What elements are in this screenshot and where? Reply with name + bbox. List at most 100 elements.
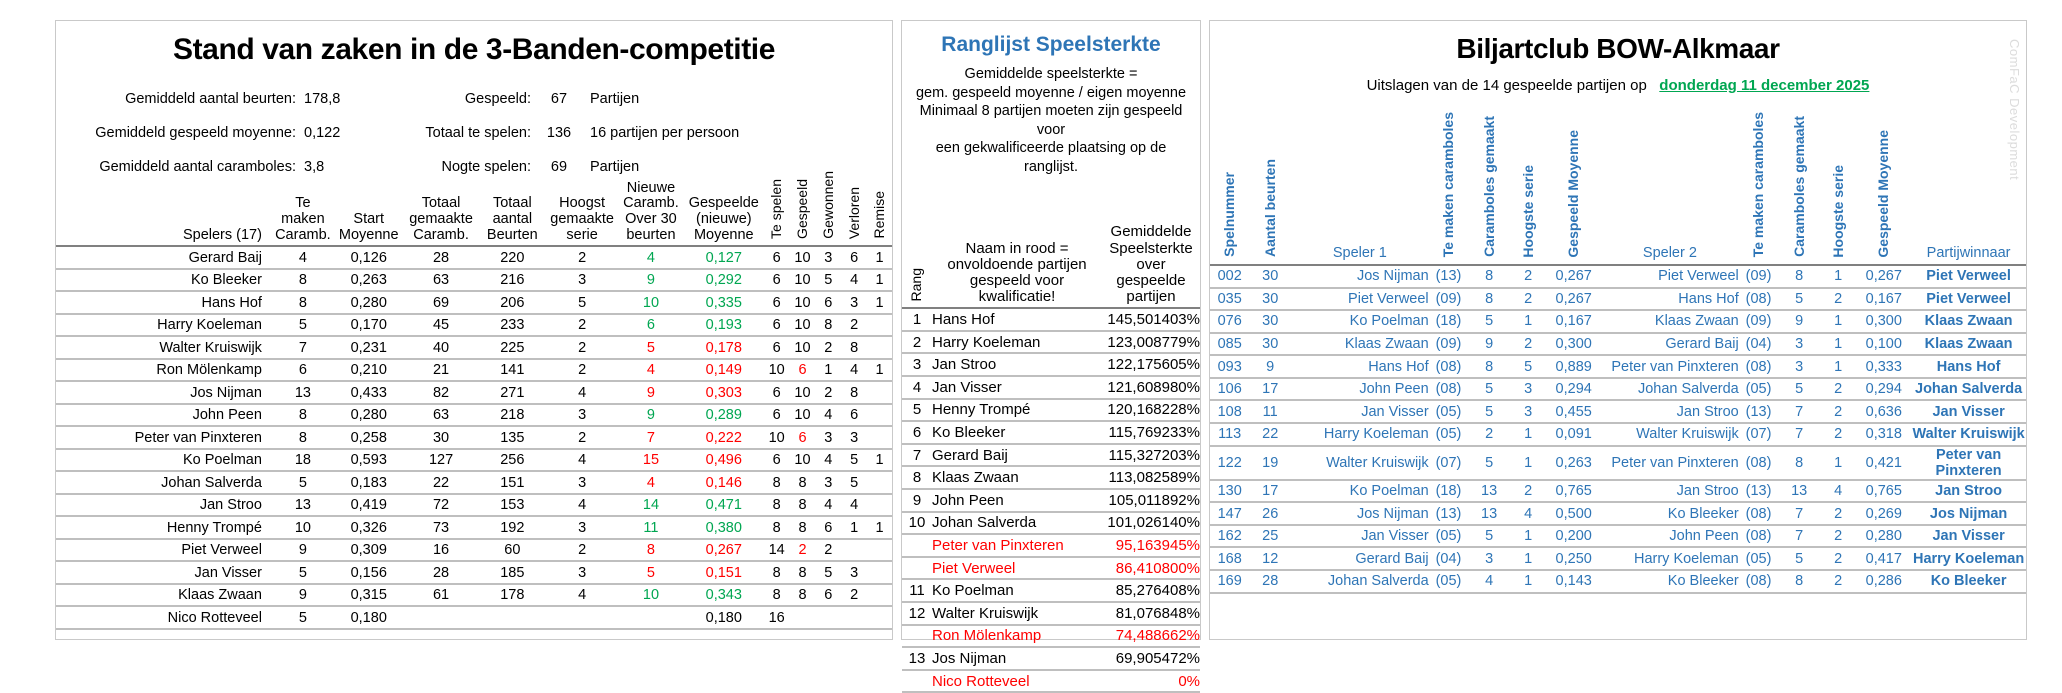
cell-gewonnen (815, 606, 842, 630)
cell-te-spelen: 6 (763, 313, 790, 338)
col-header-caramboles-gemaakt-2: Caramboles gemaakt (1778, 112, 1820, 266)
cell-te-spelen: 6 (763, 291, 790, 315)
cell-moyenne-1: 0,300 (1546, 332, 1602, 357)
col-header-rang: Rang (902, 216, 932, 310)
col-header-te-maken: Te maken Caramb. (271, 171, 334, 248)
cell-aantal-beurten: 30 (1249, 287, 1292, 312)
ranking-header-row: Rang Naam in rood = onvoldoende partijen… (902, 216, 1200, 310)
cell-speler1: John Peen (1291, 377, 1429, 402)
cell-gewonnen: 5 (815, 561, 842, 585)
stat-unit-nog-te-spelen: Partijen (590, 159, 640, 175)
cell-nieuwe-caramboles: 11 (618, 516, 684, 540)
cell-remise: 1 (867, 246, 892, 270)
table-row: 7 Gerard Baij 115,327203% (902, 443, 1200, 468)
cell-te-maken: 9 (271, 538, 334, 563)
cell-rang: 1 (902, 308, 932, 332)
cell-rang (902, 624, 932, 649)
cell-speelsterkte: 122,175605% (1102, 353, 1200, 378)
cell-ranking-player: Ko Bleeker (932, 421, 1102, 445)
cell-gewonnen: 4 (815, 493, 842, 518)
results-date-link[interactable]: donderdag 11 december 2025 (1659, 77, 1870, 94)
cell-ranking-player: Piet Verweel (932, 556, 1102, 581)
cell-hoogste-serie-1: 2 (1509, 479, 1547, 504)
table-row: Piet Verweel 9 0,309 16 60 2 8 0,267 14 2 2 (56, 538, 892, 563)
stat-value-moyenne: 0,122 (304, 125, 341, 141)
cell-aantal-beurten: 17 (1249, 479, 1292, 504)
cell-te-maken-2: (08) (1738, 570, 1779, 594)
cell-gemaakt-2: 8 (1778, 445, 1820, 481)
stat-label-moyenne: Gemiddeld gespeeld moyenne: (95, 125, 296, 141)
cell-totaal-caramboles: 127 (403, 448, 479, 473)
cell-ranking-player: Jan Visser (932, 376, 1102, 400)
cell-gespeelde-moyenne: 0,127 (683, 246, 764, 270)
cell-remise (867, 313, 892, 338)
cell-speler1: Hans Hof (1291, 355, 1429, 379)
cell-gemaakt-2: 5 (1778, 377, 1820, 402)
cell-te-maken-1: (09) (1428, 287, 1469, 312)
cell-te-maken-1: (05) (1428, 524, 1469, 549)
table-row: Ron Mölenkamp 6 0,210 21 141 2 4 0,149 10 6 1 4 1 (56, 358, 892, 383)
cell-te-spelen: 14 (763, 538, 790, 563)
cell-speler1: Jos Nijman (1291, 264, 1429, 289)
cell-start-moyenne: 0,170 (333, 313, 404, 338)
cell-gemaakt-1: 8 (1468, 355, 1510, 379)
cell-nieuwe-caramboles: 6 (618, 313, 684, 338)
table-row: Gerard Baij 4 0,126 28 220 2 4 0,127 6 10 3 6 1 (56, 246, 892, 270)
cell-totaal-caramboles: 28 (403, 246, 479, 270)
stat-label-nog-te-spelen: Nogte spelen: (441, 159, 531, 175)
cell-gespeelde-moyenne: 0,222 (683, 426, 764, 450)
cell-hoogste-serie (546, 606, 619, 630)
cell-speelsterkte: 81,076848% (1102, 602, 1200, 626)
ranking-title: Ranglijst Speelsterkte (941, 33, 1161, 56)
cell-start-moyenne: 0,258 (333, 426, 404, 450)
cell-partijwinnaar: Jan Stroo (1911, 479, 2026, 504)
cell-hoogste-serie-1: 2 (1509, 332, 1547, 357)
cell-speler1: Johan Salverda (1291, 570, 1429, 594)
cell-te-maken-1: (04) (1428, 547, 1469, 572)
cell-hoogste-serie: 3 (546, 268, 619, 293)
cell-te-maken: 5 (271, 561, 334, 585)
cell-hoogste-serie-2: 1 (1820, 332, 1857, 357)
cell-gemaakt-1: 8 (1468, 264, 1510, 289)
cell-player-name: Peter van Pinxteren (56, 426, 272, 450)
cell-hoogste-serie-1: 1 (1509, 524, 1547, 549)
cell-te-spelen: 6 (763, 268, 790, 293)
cell-gemaakt-1: 9 (1468, 332, 1510, 357)
cell-te-maken: 4 (271, 246, 334, 270)
cell-gemaakt-2: 7 (1778, 502, 1820, 526)
cell-rang: 5 (902, 398, 932, 423)
cell-totaal-beurten (478, 606, 547, 630)
cell-spelnummer: 130 (1210, 479, 1250, 504)
cell-gespeelde-moyenne: 0,292 (683, 268, 764, 293)
cell-gemaakt-2: 5 (1778, 547, 1820, 572)
stat-value-gespeeld: 67 (550, 91, 568, 107)
col-header-remise: Remise (867, 171, 892, 248)
cell-te-spelen: 8 (763, 471, 790, 495)
table-row: 169 28 Johan Salverda (05) 4 1 0,143 Ko Bleeker… (1210, 570, 2026, 594)
cell-totaal-beurten: 218 (478, 403, 547, 428)
cell-te-maken-2: (05) (1738, 377, 1779, 402)
table-row: 002 30 Jos Nijman (13) 8 2 0,267 Piet Verweel (0… (1210, 264, 2026, 289)
cell-aantal-beurten: 9 (1249, 355, 1292, 379)
cell-spelnummer: 093 (1210, 355, 1250, 379)
ranking-panel: Ranglijst Speelsterkte Gemiddelde speels… (901, 20, 1201, 693)
col-header-totaal-gemaakt: Totaal gemaakte Caramb. (403, 171, 479, 248)
stat-label-caramboles: Gemiddeld aantal caramboles: (99, 159, 296, 175)
cell-player-name: Klaas Zwaan (56, 583, 272, 608)
table-row: 8 Klaas Zwaan 113,082589% (902, 466, 1200, 491)
table-row: 6 Ko Bleeker 115,769233% (902, 421, 1200, 445)
cell-hoogste-serie-2: 2 (1820, 524, 1857, 549)
table-row: 9 John Peen 105,011892% (902, 489, 1200, 513)
cell-partijwinnaar: Johan Salverda (1911, 377, 2026, 402)
cell-te-maken-1: (08) (1428, 355, 1469, 379)
cell-hoogste-serie-1: 1 (1509, 310, 1547, 334)
cell-totaal-beurten: 233 (478, 313, 547, 338)
cell-gewonnen: 1 (815, 358, 842, 383)
cell-remise (867, 538, 892, 563)
cell-gespeeld: 10 (789, 403, 816, 428)
cell-totaal-beurten: 135 (478, 426, 547, 450)
cell-gemaakt-1: 5 (1468, 310, 1510, 334)
cell-rang (902, 534, 932, 558)
cell-te-maken-2: (08) (1738, 445, 1779, 481)
cell-totaal-caramboles: 82 (403, 381, 479, 405)
